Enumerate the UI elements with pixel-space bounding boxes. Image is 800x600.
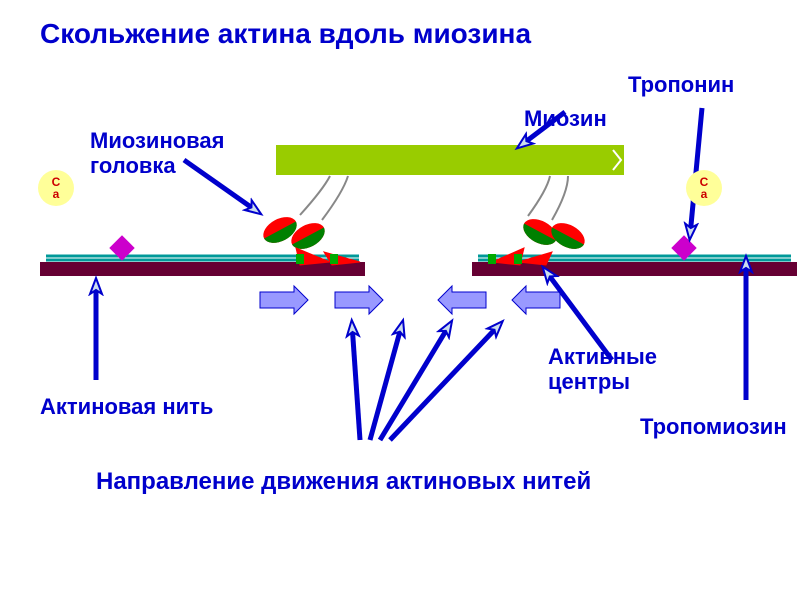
diagram-title: Скольжение актина вдоль миозина [40, 18, 531, 50]
arrow-direction-3 [390, 324, 500, 440]
myosin-neck [528, 176, 550, 216]
actin-bar [40, 262, 365, 276]
direction-mini-arrow [260, 286, 308, 314]
label-tropomyosin: Тропомиозин [640, 414, 787, 439]
active-center [492, 254, 496, 264]
arrow-direction-2 [380, 324, 450, 440]
myosin-head [547, 218, 589, 254]
myosin-neck [300, 176, 330, 215]
direction-mini-arrow [335, 286, 383, 314]
myosin-neck [552, 176, 568, 220]
active-center [334, 254, 338, 264]
label-active-centers: Активныецентры [548, 344, 657, 395]
calcium-ion: Ca [38, 170, 74, 206]
calcium-ion: Ca [686, 170, 722, 206]
label-actin-filament: Актиновая нить [40, 394, 213, 419]
label-myosin: Миозин [524, 106, 607, 131]
direction-mini-arrow [512, 286, 560, 314]
label-troponin: Тропонин [628, 72, 734, 97]
active-center [300, 254, 304, 264]
active-center [330, 254, 334, 264]
arrow-direction-1 [370, 324, 402, 440]
active-center [514, 254, 518, 264]
active-center [296, 254, 300, 264]
arrow-direction-0 [352, 324, 360, 440]
label-direction: Направление движения актиновых нитей [96, 468, 591, 496]
active-center [518, 254, 522, 264]
myosin-bar [275, 144, 625, 176]
label-myosin-head: Миозиноваяголовка [90, 128, 225, 179]
active-center [488, 254, 492, 264]
direction-mini-arrow [438, 286, 486, 314]
